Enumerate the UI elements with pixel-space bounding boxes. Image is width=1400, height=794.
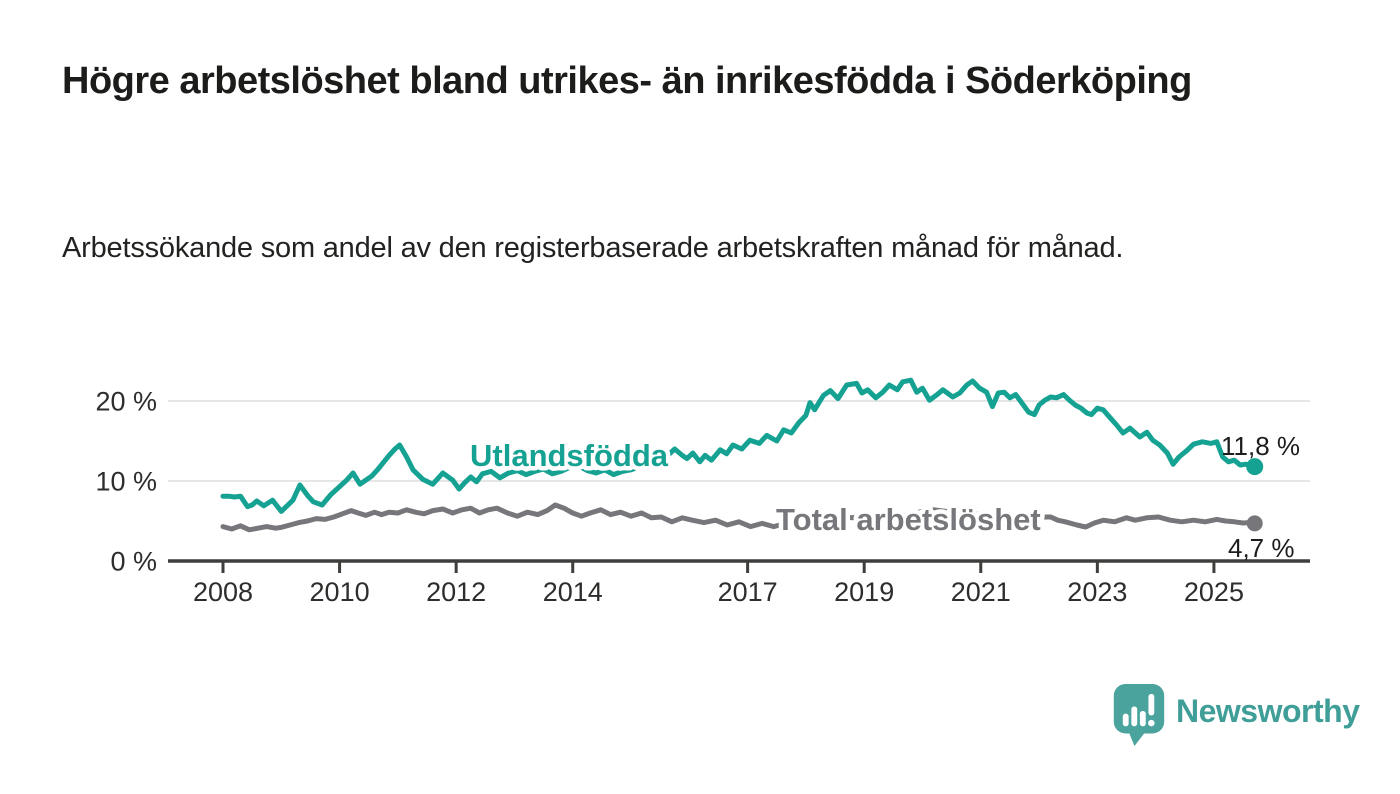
y-tick-label: 0 % (110, 546, 157, 576)
newsworthy-wordmark: Newsworthy (1176, 692, 1360, 729)
x-tick-label: 2008 (193, 577, 253, 607)
logo-bar-3 (1139, 710, 1146, 727)
series-end-dot-total (1246, 515, 1263, 532)
end-value-label-utlandsfodda: 11,8 % (1221, 431, 1300, 461)
series-label-total: Total arbetslöshet (776, 502, 1041, 537)
end-value-label-total: 4,7 % (1228, 533, 1295, 563)
x-tick-label: 2014 (543, 577, 603, 607)
logo-bar-1 (1122, 713, 1129, 727)
x-tick-label: 2017 (718, 577, 778, 607)
x-tick-label: 2019 (834, 577, 894, 607)
y-tick-label: 10 % (95, 466, 157, 496)
newsworthy-logo: Newsworthy (1112, 682, 1360, 748)
x-axis-tick-labels: 2008 2010 2012 2014 2017 2019 2021 2023 2025 (193, 577, 1244, 607)
gridlines (168, 400, 1310, 482)
y-tick-label: 20 % (95, 386, 157, 416)
series-end-dot-utlandsfodda (1246, 458, 1264, 476)
logo-exclamation-bar (1148, 693, 1155, 716)
series-label-utlandsfodda: Utlandsfödda (470, 438, 669, 473)
x-tick-label: 2010 (310, 577, 370, 607)
series-line-total (220, 502, 1258, 533)
chart-subtitle: Arbetssökande som andel av den registerb… (62, 232, 1124, 264)
x-tick-label: 2012 (426, 577, 486, 607)
x-tick-label: 2023 (1067, 577, 1127, 607)
page-title: Högre arbetslöshet bland utrikes- än inr… (62, 60, 1192, 102)
series-line-utlandsfodda (220, 377, 1258, 514)
newsworthy-logo-icon (1113, 683, 1165, 747)
x-tick-label: 2025 (1184, 577, 1244, 607)
logo-bar-2 (1131, 706, 1138, 727)
x-axis-ticks (221, 561, 1216, 573)
logo-exclamation-dot (1148, 719, 1155, 727)
y-axis-tick-labels: 0 % 10 % 20 % (95, 386, 157, 576)
x-tick-label: 2021 (951, 577, 1011, 607)
